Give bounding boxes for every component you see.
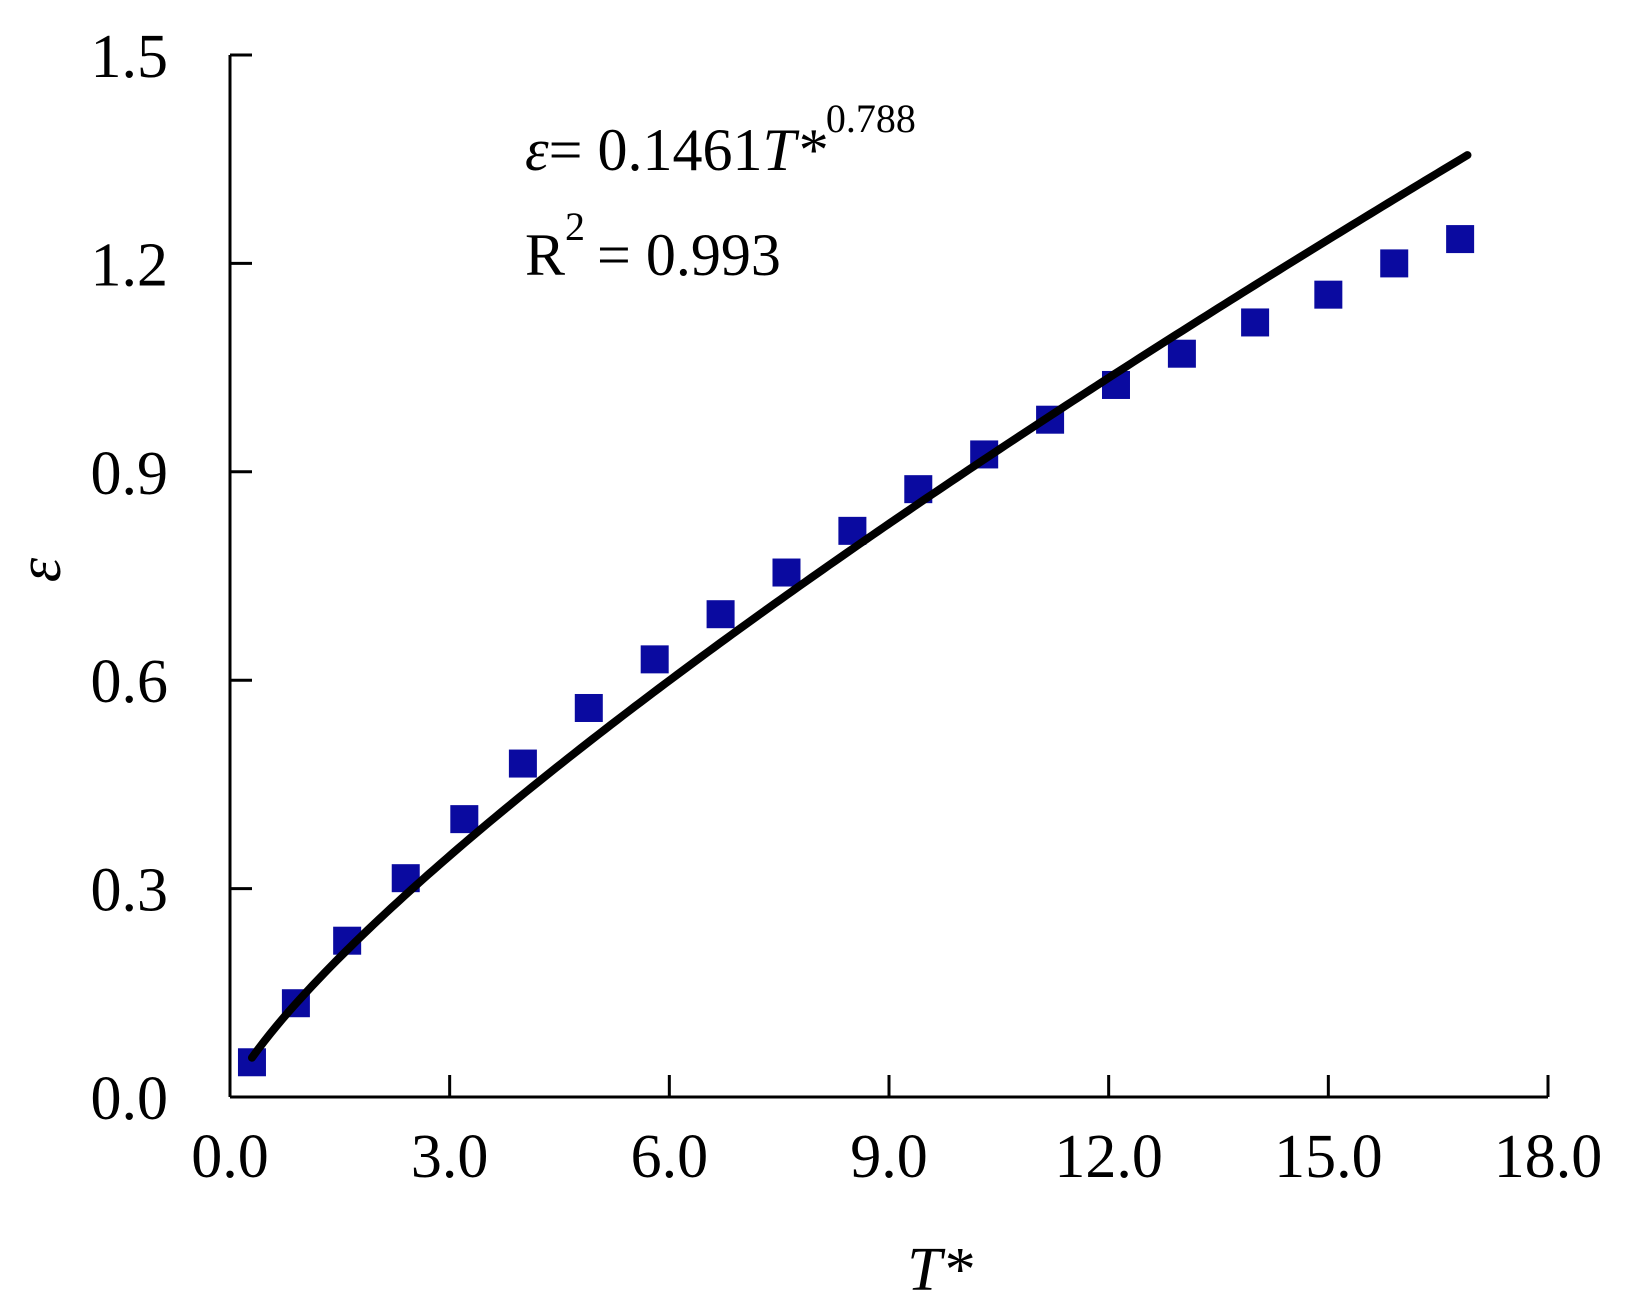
y-axis-title: ε [6,557,74,582]
y-tick-label: 0.9 [91,440,169,508]
fit-equation: ε= 0.1461T*0.788 [525,96,916,183]
data-point [508,749,537,778]
equation-lhs: ε [525,117,549,183]
data-point [450,805,479,834]
r2-value: = 0.993 [597,222,781,288]
r2-base: R [525,222,565,288]
data-point [1314,280,1343,309]
data-point [772,558,801,587]
r-squared-label: R2 = 0.993 [525,204,781,288]
data-point [1446,225,1475,254]
y-tick-label: 0.6 [91,648,169,716]
axes [228,55,1548,1099]
data-point [706,600,735,629]
y-tick-label: 0.3 [91,857,169,925]
y-tick-label: 0.0 [91,1065,169,1133]
data-point [1380,249,1409,278]
equation-mid: = 0.1461 [549,117,763,183]
x-tick-label: 3.0 [411,1123,489,1191]
data-point [1241,308,1270,337]
x-tick-label: 12.0 [1054,1123,1163,1191]
data-points [237,225,1475,1077]
data-point [1167,339,1196,368]
data-point [574,693,603,722]
x-tick-label: 18.0 [1494,1123,1603,1191]
x-tick-label: 0.0 [191,1123,269,1191]
y-tick-label: 1.2 [91,231,169,299]
x-tick-label: 6.0 [631,1123,709,1191]
y-tick-label: 1.5 [91,23,169,91]
r2-superscript: 2 [565,204,585,249]
fit-curve [247,151,1472,1062]
x-axis-title: T* [907,1236,972,1304]
y-ticks: 0.0 0.3 0.6 0.9 1.2 1.5 [91,23,252,1133]
equation-var: T* [763,117,826,183]
x-tick-label: 9.0 [850,1123,928,1191]
data-point [640,645,669,674]
x-ticks: 0.0 3.0 6.0 9.0 12.0 15.0 18.0 [191,1075,1602,1191]
equation-exponent: 0.788 [826,96,916,141]
x-tick-label: 15.0 [1274,1123,1383,1191]
